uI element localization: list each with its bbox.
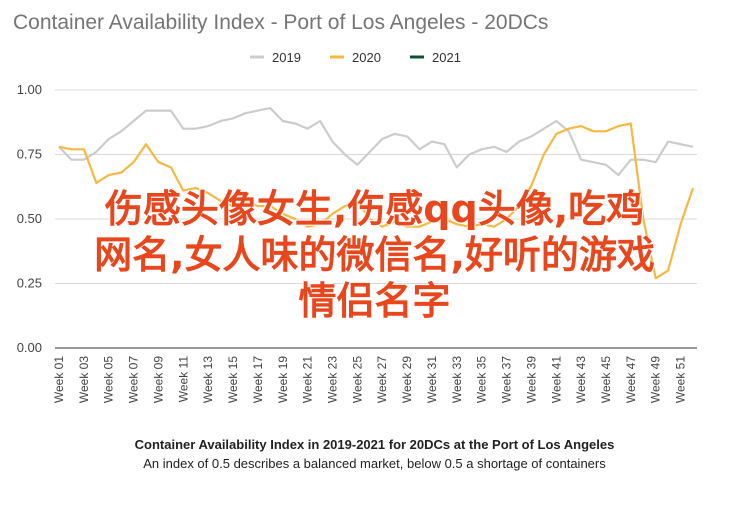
- x-tick-label: Week 11: [176, 356, 190, 403]
- x-tick-label: Week 25: [350, 356, 364, 403]
- x-axis-ticks: Week 01 Week 03 Week 05 Week 07 Week 09 Week …: [52, 356, 688, 403]
- overlay-text-line3: 情侣名字: [298, 279, 451, 323]
- overlay-text-line2: 网名,女人味的微信名,好听的游戏: [94, 233, 655, 277]
- legend-label-2021: 2021: [432, 50, 461, 65]
- y-tick-label: 1.00: [17, 82, 42, 97]
- x-tick-label: Week 45: [599, 356, 613, 403]
- series-line-2020: [58, 122, 695, 280]
- x-tick-label: Week 39: [524, 356, 538, 403]
- series-lines: [58, 106, 695, 280]
- x-tick-label: Week 15: [226, 356, 240, 403]
- x-tick-label: Week 13: [201, 356, 215, 403]
- line-chart: Container Availability Index - Port of L…: [13, 11, 697, 403]
- x-tick-label: Week 19: [276, 356, 290, 403]
- x-tick-label: Week 47: [624, 356, 638, 403]
- series-line-2019: [58, 106, 694, 177]
- legend-label-2020: 2020: [352, 50, 381, 65]
- x-tick-label: Week 49: [649, 356, 663, 403]
- x-tick-label: Week 23: [325, 356, 339, 403]
- legend: 2019 2020 2021: [250, 50, 461, 65]
- y-tick-label: 0.75: [17, 147, 42, 162]
- x-tick-label: Week 33: [450, 356, 464, 403]
- x-tick-label: Week 01: [52, 356, 66, 403]
- x-tick-label: Week 43: [574, 356, 588, 403]
- caption-title: Container Availability Index in 2019-202…: [134, 437, 615, 452]
- overlay-text-line1: 伤感头像女生,伤感qq头像,吃鸡: [104, 187, 645, 231]
- x-tick-label: Week 05: [102, 356, 116, 403]
- x-tick-label: Week 09: [151, 356, 165, 403]
- y-axis-ticks: 0.00 0.25 0.50 0.75 1.00: [17, 82, 42, 355]
- x-tick-label: Week 41: [549, 356, 563, 403]
- y-tick-label: 0.50: [17, 211, 42, 226]
- x-tick-label: Week 17: [251, 356, 265, 403]
- x-tick-label: Week 29: [400, 356, 414, 403]
- y-tick-label: 0.25: [17, 276, 42, 291]
- y-tick-label: 0.00: [17, 340, 42, 355]
- x-tick-label: Week 03: [77, 356, 91, 403]
- x-tick-label: Week 21: [301, 356, 315, 403]
- x-tick-label: Week 07: [127, 356, 141, 403]
- gridlines: [55, 89, 697, 349]
- chart-title: Container Availability Index - Port of L…: [13, 11, 548, 34]
- x-tick-label: Week 31: [425, 356, 439, 403]
- x-tick-label: Week 37: [500, 356, 514, 403]
- x-tick-label: Week 35: [475, 356, 489, 403]
- x-tick-label: Week 51: [674, 356, 688, 403]
- legend-label-2019: 2019: [272, 50, 301, 65]
- caption-subtitle: An index of 0.5 describes a balanced mar…: [143, 456, 606, 471]
- x-tick-label: Week 27: [375, 356, 389, 403]
